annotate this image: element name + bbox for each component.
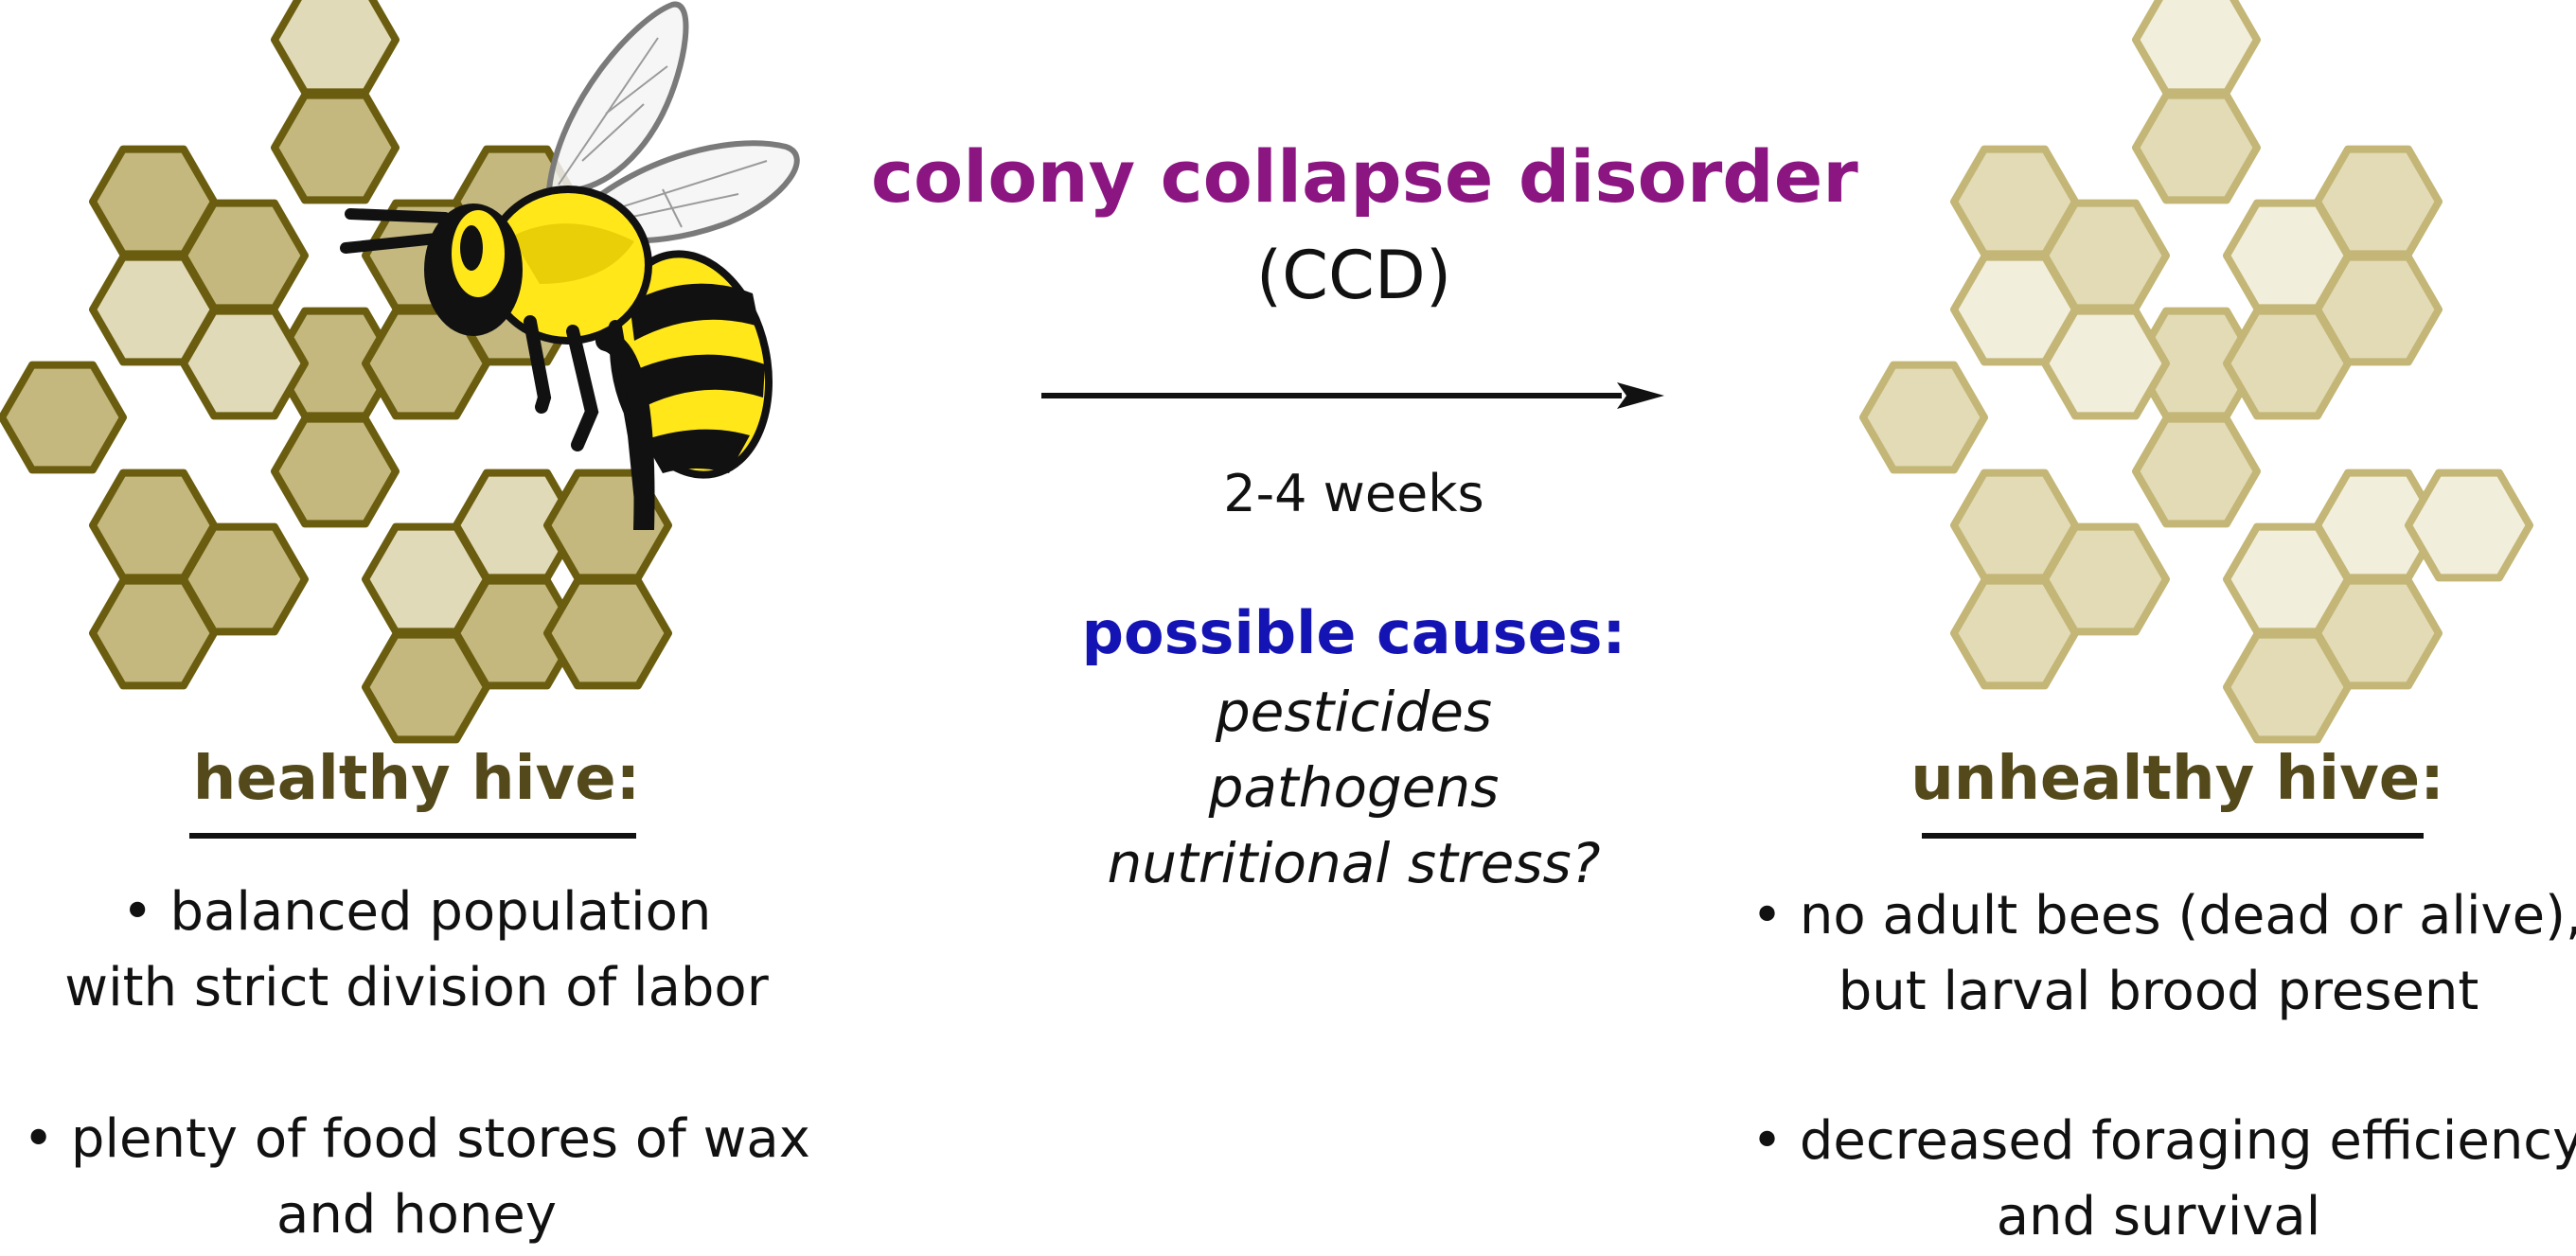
healthy-hive-heading: healthy hive: bbox=[192, 744, 641, 814]
bee-abdomen bbox=[609, 250, 773, 479]
cause-item: nutritional stress? bbox=[1107, 831, 1601, 895]
healthy-hive-underline bbox=[189, 833, 636, 839]
bee-icon bbox=[340, 1, 800, 530]
unhealthy-bullet-line: and survival bbox=[1996, 1186, 2321, 1247]
cause-item: pathogens bbox=[1208, 755, 1500, 820]
honeycomb-cell bbox=[2223, 630, 2352, 744]
arrow-right-icon bbox=[1041, 382, 1664, 409]
unhealthy-honeycomb-icon bbox=[1859, 0, 2533, 744]
healthy-bullet-line: with strict division of labor bbox=[64, 957, 769, 1018]
healthy-bullet-line: • balanced population bbox=[121, 881, 712, 943]
honeycomb-cell bbox=[2223, 307, 2352, 420]
unhealthy-hive-underline bbox=[1922, 833, 2424, 839]
honeycomb-cell bbox=[2041, 307, 2170, 420]
unhealthy-hive-heading: unhealthy hive: bbox=[1910, 744, 2444, 814]
honeycomb-cell bbox=[1859, 361, 1988, 474]
honeycomb-cell bbox=[2132, 415, 2261, 528]
honeycomb-cell bbox=[2405, 469, 2533, 582]
honeycomb-cell bbox=[89, 576, 218, 690]
collapse-duration: 2-4 weeks bbox=[1223, 464, 1484, 523]
possible-causes-heading: possible causes: bbox=[1081, 598, 1626, 667]
honeycomb-cell bbox=[271, 415, 400, 528]
honeycomb-cell bbox=[271, 91, 400, 204]
honeycomb-cell bbox=[543, 576, 672, 690]
honeycomb-cell bbox=[2132, 91, 2261, 204]
unhealthy-bullet-line: • decreased foraging efficiency bbox=[1751, 1110, 2576, 1172]
healthy-bullet-line: • plenty of food stores of wax bbox=[23, 1108, 810, 1170]
honeycomb-cell bbox=[0, 361, 127, 474]
cause-item: pesticides bbox=[1215, 680, 1493, 744]
diagram-title-abbreviation: (CCD) bbox=[1255, 237, 1452, 314]
diagram-title: colony collapse disorder bbox=[871, 134, 1858, 219]
honeycomb-cell bbox=[1950, 576, 2079, 690]
unhealthy-bullet-line: • no adult bees (dead or alive), bbox=[1751, 885, 2576, 946]
healthy-bullet-line: and honey bbox=[276, 1184, 557, 1246]
honeycomb-cell bbox=[180, 307, 309, 420]
unhealthy-bullet-line: but larval brood present bbox=[1838, 961, 2479, 1022]
honeycomb-cell bbox=[2132, 0, 2261, 97]
bee-head bbox=[424, 203, 523, 336]
honeycomb-cell bbox=[362, 630, 490, 744]
